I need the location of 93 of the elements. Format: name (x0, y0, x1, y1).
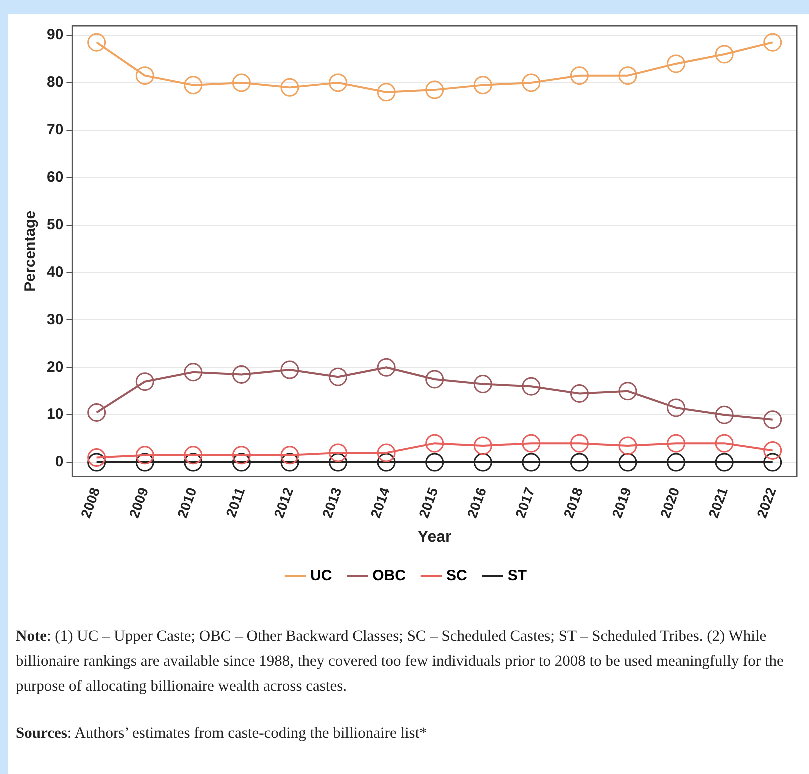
point (184, 76, 203, 95)
point (474, 453, 492, 472)
point (618, 382, 638, 401)
point (522, 434, 541, 453)
y-tick-label: 20 (46, 358, 64, 376)
point (764, 410, 782, 430)
point (280, 453, 300, 472)
point (522, 74, 541, 92)
point (522, 377, 541, 396)
point (715, 434, 734, 453)
point (764, 33, 782, 52)
point (88, 403, 106, 422)
point (329, 453, 348, 472)
legend-label: OBC (372, 568, 406, 585)
source-note: Sources: Authors’ estimates from caste-coding the billionaire list* (16, 724, 428, 744)
x-tick-label: 2020 (657, 485, 683, 520)
x-axis-title: Year (418, 528, 452, 546)
point (618, 436, 638, 456)
point (280, 78, 300, 97)
y-axis-title: Percentage (22, 210, 40, 292)
x-tick-label: 2008 (78, 485, 104, 520)
point (570, 453, 589, 472)
y-tick-label: 40 (46, 264, 64, 281)
point (136, 446, 154, 465)
x-tick-label: 2012 (270, 485, 296, 520)
point (377, 444, 396, 462)
point (136, 66, 154, 86)
point (764, 441, 782, 460)
point (667, 398, 686, 418)
x-tick-label: 2015 (416, 485, 442, 520)
point (329, 74, 348, 92)
point (667, 453, 686, 472)
point (88, 453, 106, 472)
x-tick-label: 2017 (512, 485, 538, 520)
legend-label: SC (446, 568, 468, 585)
point (474, 436, 492, 456)
point (136, 453, 154, 472)
point (329, 368, 348, 386)
text: Note: (1) UC – Upper Caste; OBC – Other Backward Classes; SC – Scheduled Castes; ST – Scheduled Tribes. (2) While billionaire rankings are available since 1988, they covered too few individuals prior to 2008 to be used meaningfully for the purpose of allocating billionaire wealth across castes. (16, 627, 785, 697)
legend-label: UC (310, 568, 332, 585)
x-tick-label: 2016 (464, 485, 490, 520)
point (618, 66, 638, 86)
point (232, 74, 251, 92)
point (88, 448, 106, 468)
point (426, 370, 444, 389)
point (667, 54, 686, 74)
y-tick-label: 80 (46, 74, 64, 92)
point (715, 45, 734, 64)
point (232, 446, 251, 465)
point (232, 453, 251, 472)
y-tick-label: 90 (46, 26, 64, 44)
point (280, 446, 300, 465)
point (474, 375, 492, 394)
x-tick-label: 2018 (560, 485, 586, 520)
point (88, 33, 106, 52)
x-tick-label: 2022 (754, 485, 780, 520)
x-tick-label: 2013 (319, 485, 345, 520)
point (426, 434, 444, 453)
x-tick-label: 2010 (174, 485, 200, 520)
point (184, 446, 203, 465)
x-tick-label: 2019 (608, 485, 635, 520)
y-tick-label: 60 (46, 168, 64, 186)
point (522, 453, 541, 472)
x-tick-label: 2009 (126, 485, 152, 520)
legend-label: ST (508, 568, 528, 585)
x-tick-label: 2021 (705, 485, 732, 520)
y-tick-label: 30 (46, 311, 64, 328)
point (764, 453, 782, 472)
point (377, 453, 396, 472)
point (667, 434, 686, 453)
x-tick-label: 2014 (367, 485, 394, 520)
point (426, 453, 444, 472)
point (474, 76, 492, 95)
point (136, 372, 154, 392)
x-tick-label: 2011 (222, 485, 248, 520)
point (426, 80, 444, 100)
point (329, 444, 348, 462)
point (280, 360, 300, 380)
point (570, 434, 589, 453)
point (570, 66, 589, 86)
point (715, 453, 734, 472)
point (232, 366, 251, 384)
y-tick-label: 0 (55, 454, 64, 471)
y-tick-label: 10 (46, 406, 64, 424)
y-tick-label: 50 (46, 216, 64, 234)
point (377, 358, 396, 377)
point (377, 83, 396, 102)
point (570, 384, 589, 403)
point (184, 363, 203, 382)
point (618, 453, 638, 472)
y-tick-label: 70 (46, 122, 64, 139)
point (715, 406, 734, 424)
point (184, 453, 203, 472)
